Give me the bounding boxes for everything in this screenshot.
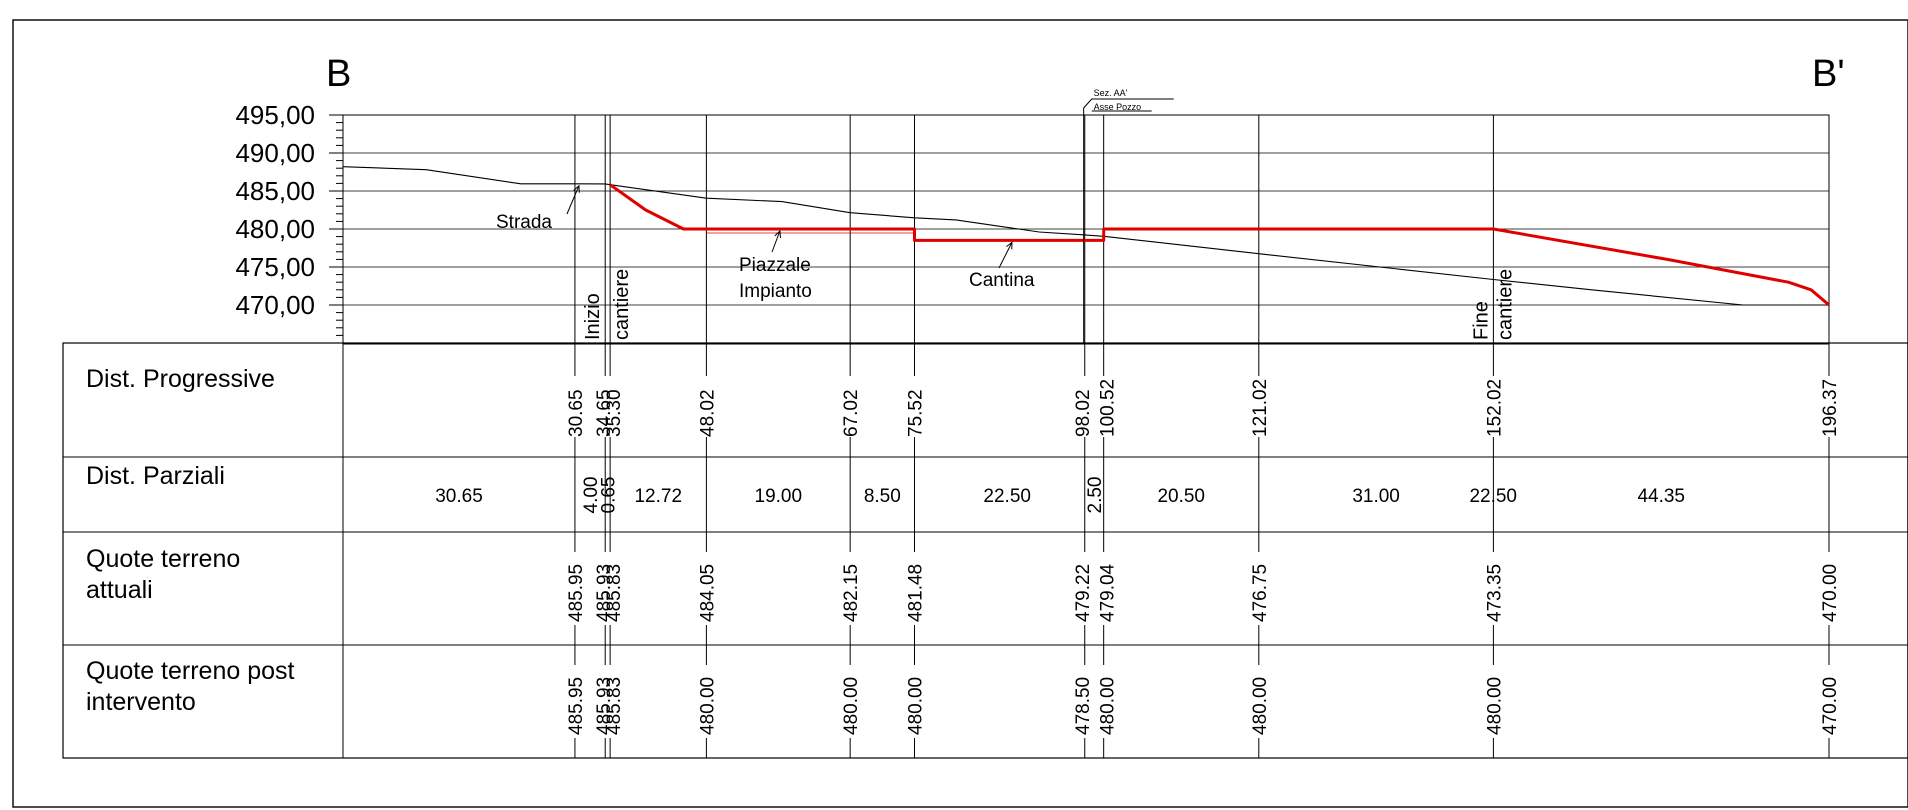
- row-label-ground-post-2: intervento: [86, 688, 196, 716]
- table-value-partial: 22.50: [983, 486, 1031, 507]
- table-value-partial: 12.72: [634, 486, 682, 507]
- table-value-attuali: 484.05: [697, 564, 718, 622]
- profile-annotations: Strada Piazzale Impianto Cantina Inizio canti…: [496, 88, 1516, 344]
- row-label-ground-current: Quote terreno: [86, 545, 240, 573]
- table-value-partial: 20.50: [1157, 486, 1205, 507]
- table-value-partial: 8.50: [864, 486, 901, 507]
- table-value-post: 485.93: [594, 677, 615, 735]
- annotation-impianto: Impianto: [739, 281, 812, 302]
- leader-arrowhead: [774, 229, 782, 239]
- elevation-tick-label: 480,00: [235, 214, 315, 244]
- table-value-attuali: 482.15: [841, 564, 862, 622]
- table-value-prog: 98.02: [1073, 389, 1094, 437]
- leader-line: [566, 185, 580, 215]
- profile-series: [342, 166, 1830, 307]
- table-value-attuali: 479.04: [1098, 563, 1119, 622]
- table-value-post: 480.00: [1484, 677, 1505, 735]
- table-value-prog: 100.52: [1098, 379, 1119, 437]
- plot-frame: [342, 114, 1830, 345]
- post-intervention-line: [609, 183, 1830, 307]
- elevation-axis: 495,00 490,00 485,00 480,00 475,00 470,00: [235, 100, 344, 344]
- table-value-post: 480.00: [1098, 677, 1119, 735]
- row-label-partial: Dist. Parziali: [86, 462, 225, 490]
- table-value-prog: 34.65: [594, 389, 615, 437]
- table-value-attuali: 485.95: [566, 564, 587, 622]
- table-value-prog: 48.02: [697, 389, 718, 437]
- table-value-post: 478.50: [1073, 677, 1094, 735]
- reference-label-section: Sez. AA': [1094, 88, 1128, 98]
- leader-line: [771, 230, 781, 253]
- table-value-partial: 44.35: [1637, 486, 1685, 507]
- current-terrain-line: [342, 166, 1829, 306]
- sheet-frame: [12, 19, 1908, 808]
- row-label-ground-current-2: attuali: [86, 576, 153, 604]
- reference-leader: [1083, 98, 1174, 115]
- table-value-attuali: 485.93: [594, 564, 615, 622]
- profile-plot: 495,00 490,00 485,00 480,00 475,00 470,00 Str…: [235, 88, 1830, 345]
- table-value-post: 480.00: [841, 677, 862, 735]
- table-value-partial: 0.65: [599, 477, 620, 514]
- elevation-tick-label: 495,00: [235, 100, 315, 130]
- elevation-gridlines: [343, 114, 1829, 306]
- leader-line: [998, 242, 1013, 269]
- annotation-inizio: Inizio: [582, 293, 604, 340]
- table-value-prog: 67.02: [841, 389, 862, 437]
- leader-arrowhead: [573, 184, 580, 193]
- table-value-partial: 31.00: [1352, 486, 1400, 507]
- table-value-partial: 4.00: [581, 477, 602, 514]
- table-value-attuali: 473.35: [1484, 564, 1505, 622]
- annotation-piazzale: Piazzale: [739, 255, 811, 276]
- table-value-post: 485.95: [566, 677, 587, 735]
- annotation-fine-cantiere: cantiere: [1494, 269, 1516, 340]
- annotation-cantina: Cantina: [969, 270, 1035, 291]
- leader-arrowhead: [1006, 241, 1013, 250]
- table-value-prog: 152.02: [1484, 379, 1505, 437]
- table-value-partial: 19.00: [755, 486, 803, 507]
- table-value-attuali: 481.48: [905, 564, 926, 622]
- table-frame: [62, 342, 1908, 759]
- table-value-prog: 75.52: [905, 389, 926, 437]
- table-value-post: 480.00: [697, 677, 718, 735]
- table-value-post: 485.83: [604, 677, 625, 735]
- section-label-right: B': [1812, 53, 1845, 95]
- elevation-tick-label: 470,00: [235, 290, 315, 320]
- section-label-left: B: [326, 53, 351, 95]
- table-value-prog: 121.02: [1250, 379, 1271, 437]
- table-value-attuali: 485.83: [604, 564, 625, 622]
- table-value-post: 480.00: [905, 677, 926, 735]
- annotation-inizio-cantiere: cantiere: [611, 269, 633, 340]
- table-value-attuali: 470.00: [1820, 564, 1841, 622]
- table-value-partial: 22.50: [1469, 486, 1517, 507]
- annotation-fine: Fine: [1470, 301, 1492, 340]
- elevation-tick-label: 475,00: [235, 252, 315, 282]
- table-value-prog: 35.30: [604, 389, 625, 437]
- table-value-partial: 2.50: [1085, 477, 1106, 514]
- table-value-post: 470.00: [1820, 677, 1841, 735]
- elevation-tick-label: 485,00: [235, 176, 315, 206]
- profile-table: Dist. Progressive Dist. Parziali Quote t…: [62, 342, 1908, 759]
- table-value-partial: 30.65: [435, 486, 483, 507]
- row-label-ground-post: Quote terreno post: [86, 657, 295, 685]
- table-value-prog: 196.37: [1820, 379, 1841, 437]
- row-label-progressive: Dist. Progressive: [86, 365, 275, 393]
- table-value-prog: 30.65: [566, 389, 587, 437]
- table-value-attuali: 476.75: [1250, 564, 1271, 622]
- table-value-post: 480.00: [1250, 677, 1271, 735]
- reference-label-axis: Asse Pozzo: [1094, 102, 1142, 112]
- elevation-tick-label: 490,00: [235, 138, 315, 168]
- annotation-strada: Strada: [496, 212, 552, 233]
- table-value-attuali: 479.22: [1073, 564, 1094, 622]
